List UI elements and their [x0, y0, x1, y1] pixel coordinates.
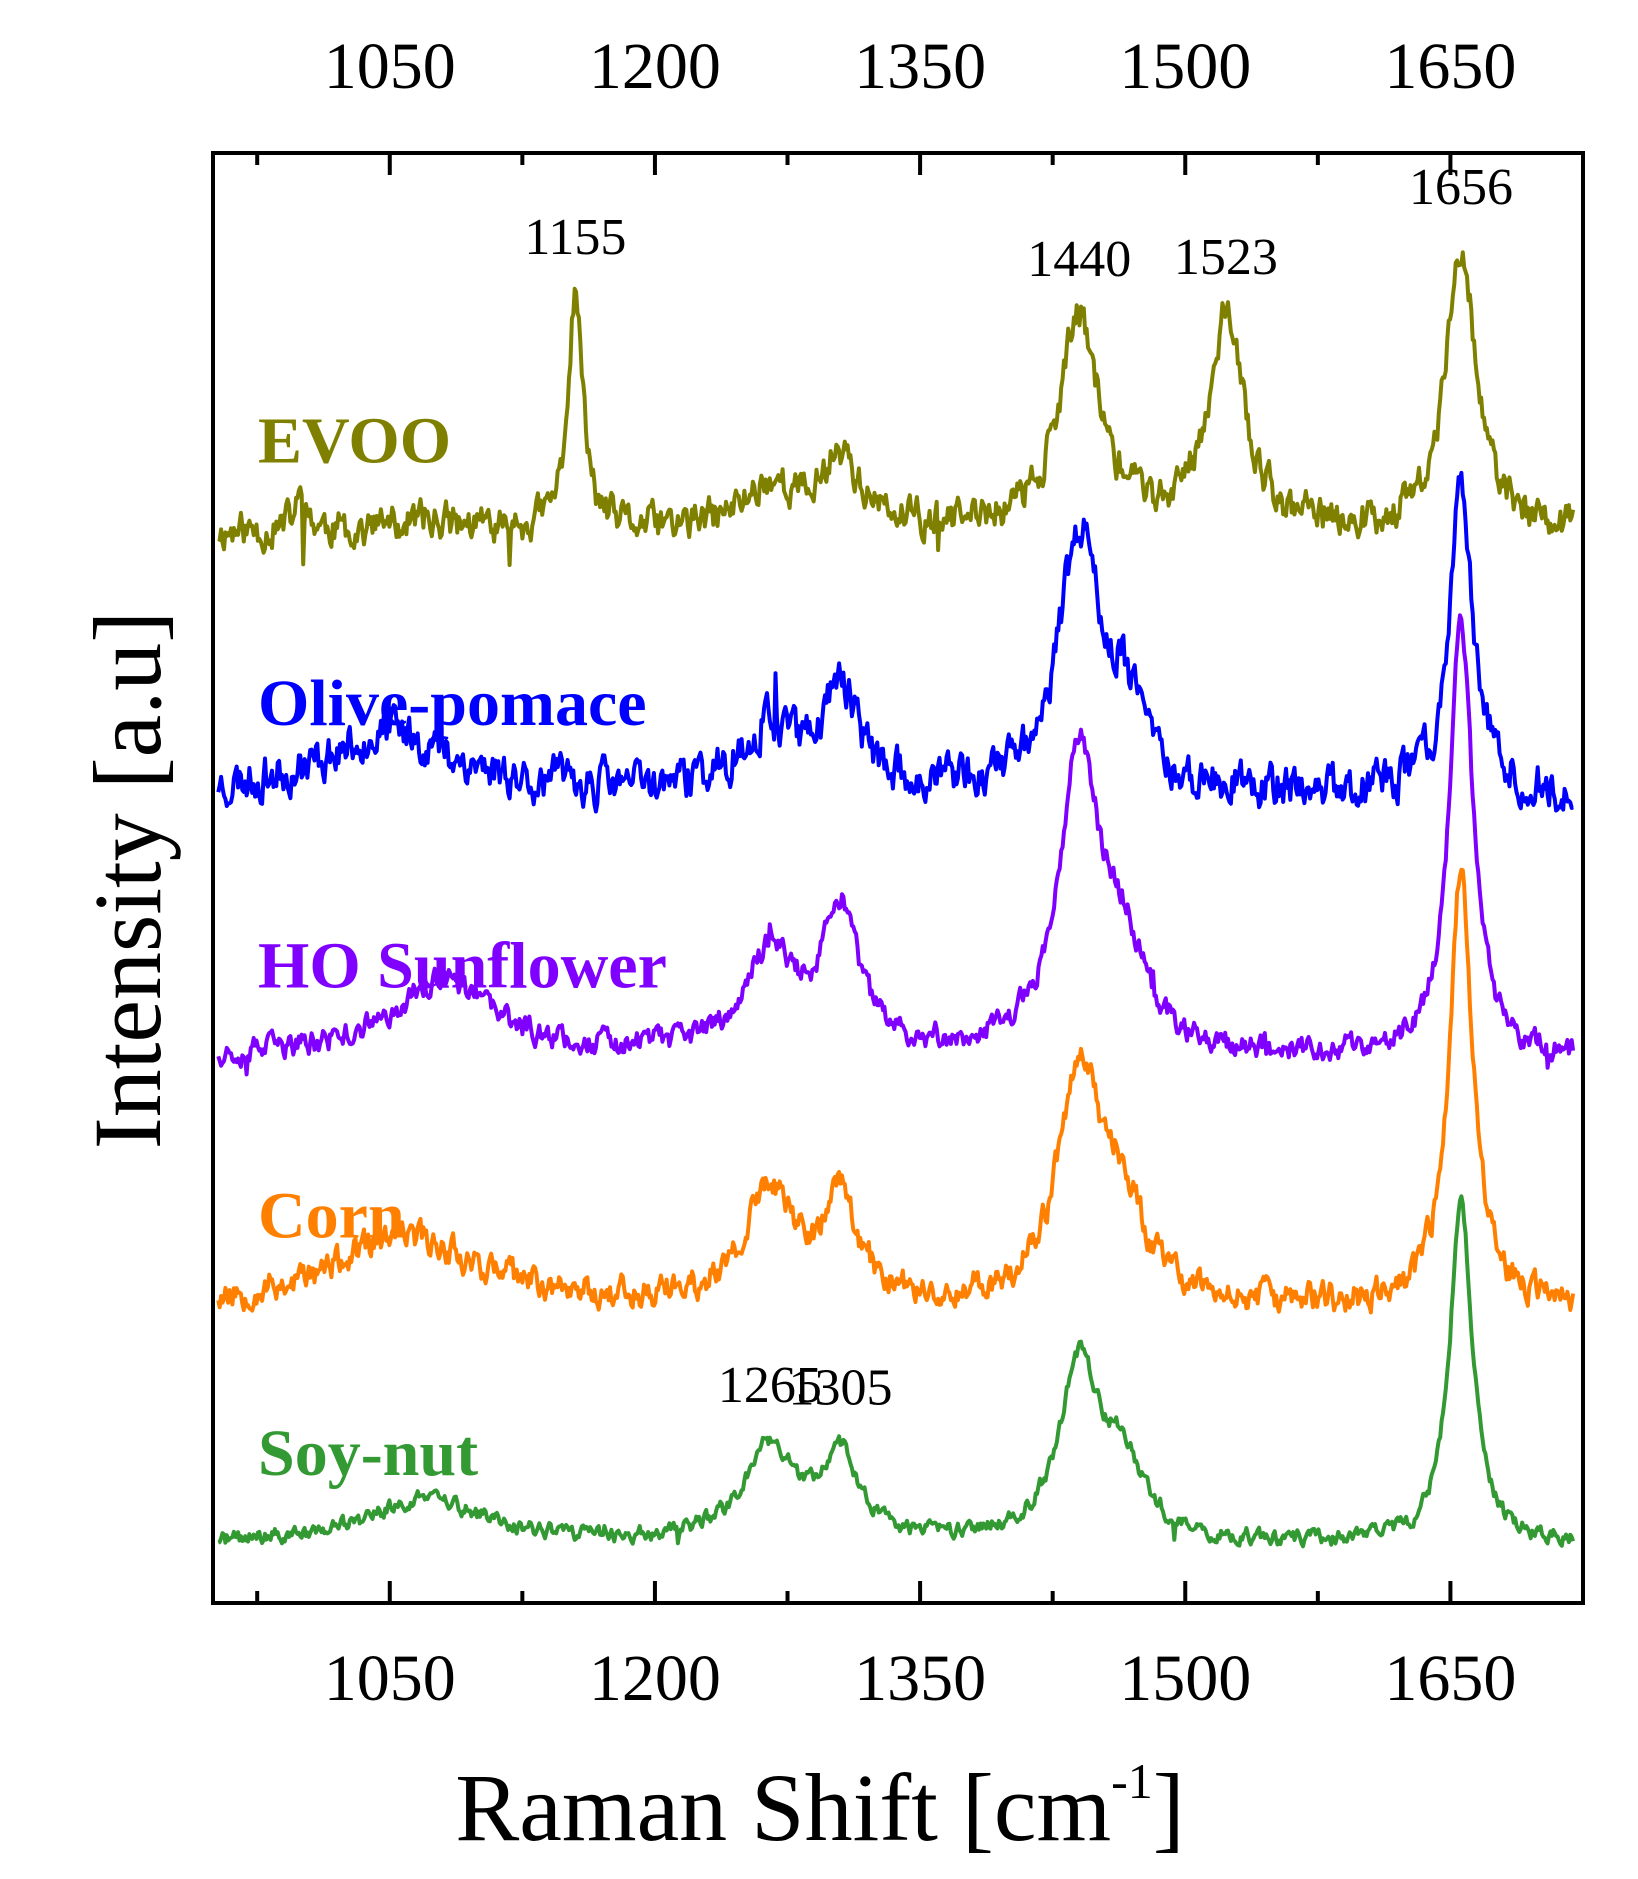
- x-tick-label-top: 1050: [324, 30, 456, 103]
- x-tick-label-top: 1350: [854, 30, 986, 103]
- series-label-corn: Corn: [258, 1180, 405, 1253]
- series-lines: [216, 250, 1576, 1549]
- series-labels: EVOO Olive-pomace HO Sunflower Corn Soy-nut: [258, 405, 667, 1491]
- x-tick-label-bottom: 1200: [589, 1642, 721, 1715]
- x-tick-label-bottom: 1500: [1119, 1642, 1251, 1715]
- series-label-ho-sunflower: HO Sunflower: [258, 930, 667, 1003]
- series-label-evoo: EVOO: [258, 405, 451, 478]
- series-line-evoo: [217, 250, 1576, 567]
- y-axis-title: Intensity [a.u]: [74, 611, 181, 1150]
- series-label-olive-pomace: Olive-pomace: [258, 667, 647, 740]
- peak-label: 1656: [1409, 159, 1513, 216]
- plot-frame: [211, 151, 1585, 1605]
- x-tick-label-top: 1650: [1384, 30, 1516, 103]
- peak-label: 1440: [1027, 231, 1131, 288]
- x-axis-title-end: ]: [1153, 1754, 1185, 1861]
- peak-label: 1305: [789, 1360, 893, 1417]
- series-line-olive-pomace: [216, 470, 1574, 814]
- x-axis-title-main: Raman Shift [cm: [455, 1754, 1111, 1861]
- x-tick-label-bottom: 1350: [854, 1642, 986, 1715]
- series-line-corn: [216, 867, 1576, 1315]
- tick-labels: 1050 1200 1350 1500 1650 1050 1200 1350 1500 1650: [324, 30, 1517, 1715]
- peak-label: 1155: [524, 209, 626, 266]
- series-line-soy-nut: [217, 1194, 1576, 1549]
- peak-label: 1523: [1174, 229, 1278, 286]
- peak-label: 1265: [718, 1357, 822, 1414]
- x-axis-title: Raman Shift [cm-1]: [455, 1753, 1185, 1861]
- x-axis-title-superscript: -1: [1111, 1753, 1153, 1809]
- x-tick-label-top: 1200: [589, 30, 721, 103]
- x-tick-label-bottom: 1650: [1384, 1642, 1516, 1715]
- tick-marks: [255, 153, 1585, 1603]
- series-line-ho-sunflower: [216, 613, 1576, 1077]
- x-tick-label-top: 1500: [1119, 30, 1251, 103]
- x-tick-label-bottom: 1050: [324, 1642, 456, 1715]
- series-label-soy-nut: Soy-nut: [258, 1417, 478, 1490]
